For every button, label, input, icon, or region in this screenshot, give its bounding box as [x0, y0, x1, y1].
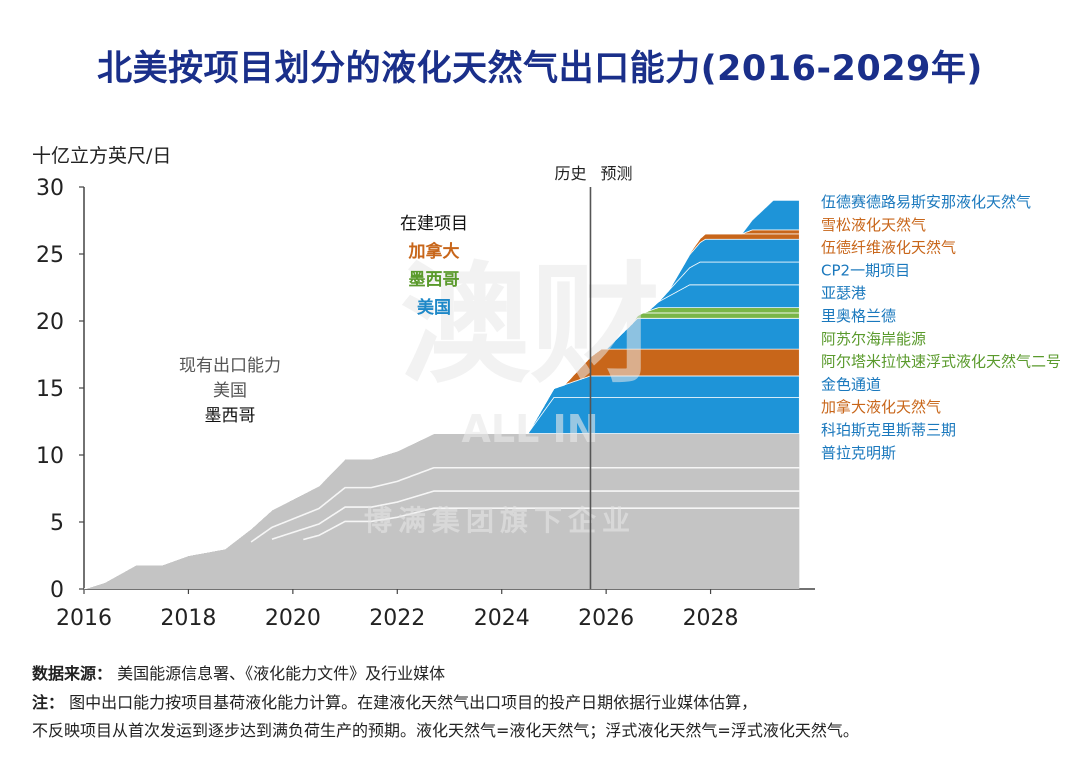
watermark-line: 博满集团旗下企业 — [364, 504, 636, 537]
note-label: 注 — [32, 693, 49, 712]
annotation-construction-line-3: 墨西哥 — [409, 270, 460, 290]
annotation-construction-line-2: 加拿大 — [408, 241, 460, 262]
source-note: 数据来源： 美国能源信息署、《液化能力文件》及行业媒体 — [32, 664, 446, 683]
series-label-5: 阿尔塔米拉快速浮式液化天然气二号 — [821, 353, 1061, 371]
y-tick-label: 30 — [36, 176, 64, 201]
y-tick-label: 15 — [36, 377, 64, 402]
note-line-1: 注： 图中出口能力按项目基荷液化能力计算。在建液化天然气出口项目的投产日期依据行… — [32, 693, 758, 712]
watermark-sub: ALL IN — [461, 407, 598, 451]
source-text: 美国能源信息署、《液化能力文件》及行业媒体 — [117, 664, 446, 683]
series-label-4: 金色通道 — [821, 375, 881, 393]
x-tick-label: 2018 — [160, 606, 216, 631]
series-label-2: 科珀斯克里斯蒂三期 — [821, 421, 956, 439]
x-tick-label: 2022 — [369, 606, 425, 631]
divider-label-history: 历史 — [554, 164, 586, 183]
note-line-2: 不反映项目从首次发运到逐步达到满负荷生产的预期。液化天然气=液化天然气；浮式液化… — [32, 721, 859, 740]
annotation-existing-line-1: 现有出口能力 — [179, 356, 281, 376]
y-tick-label: 0 — [50, 578, 64, 603]
existing-capacity-separator-2 — [271, 490, 800, 540]
series-label-8: 亚瑟港 — [821, 284, 866, 302]
annotation-existing-line-2: 美国 — [213, 381, 247, 401]
series-label-3: 加拿大液化天然气 — [821, 398, 941, 416]
series-label-9: CP2一期项目 — [821, 261, 910, 279]
annotation-existing-line-3: 墨西哥 — [205, 406, 256, 426]
annotation-construction-line-1: 在建项目 — [400, 214, 468, 234]
x-tick-label: 2028 — [683, 606, 739, 631]
note-text-1: 图中出口能力按项目基荷液化能力计算。在建液化天然气出口项目的投产日期依据行业媒体… — [69, 693, 758, 712]
y-tick-label: 25 — [36, 243, 64, 268]
existing-capacity-separator-1 — [250, 466, 800, 543]
x-tick-label: 2020 — [265, 606, 321, 631]
x-tick-label: 2026 — [578, 606, 634, 631]
series-label-7: 里奥格兰德 — [821, 307, 896, 325]
source-label: 数据来源 — [32, 664, 97, 683]
y-tick-label: 5 — [50, 511, 64, 536]
series-label-11: 雪松液化天然气 — [821, 216, 926, 234]
series-label-1: 普拉克明斯 — [821, 444, 896, 462]
x-tick-label: 2024 — [474, 606, 530, 631]
annotation-construction-line-4: 美国 — [417, 297, 451, 318]
divider-label-forecast: 预测 — [600, 164, 632, 183]
y-axis-unit-label: 十亿立方英尺/日 — [32, 145, 172, 167]
chart-title: 北美按项目划分的液化天然气出口能力(2016-2029年) — [97, 49, 983, 89]
series-label-10: 伍德纤维液化天然气 — [821, 239, 956, 257]
series-area-12 — [83, 200, 800, 590]
watermark-main: 澳财 — [400, 249, 660, 401]
x-tick-label: 2016 — [56, 606, 112, 631]
y-tick-label: 10 — [36, 444, 64, 469]
series-label-6: 阿苏尔海岸能源 — [821, 330, 926, 348]
y-tick-label: 20 — [36, 310, 64, 335]
existing-capacity-separator-3 — [303, 507, 800, 541]
series-area-existing-capacity — [84, 433, 800, 589]
series-label-12: 伍德赛德路易斯安那液化天然气 — [821, 193, 1031, 211]
stacked-area-chart: 澳财 ALL IN 博满集团旗下企业 0 5 10 15 20 25 30 2016 2018 2020… — [36, 164, 1061, 631]
